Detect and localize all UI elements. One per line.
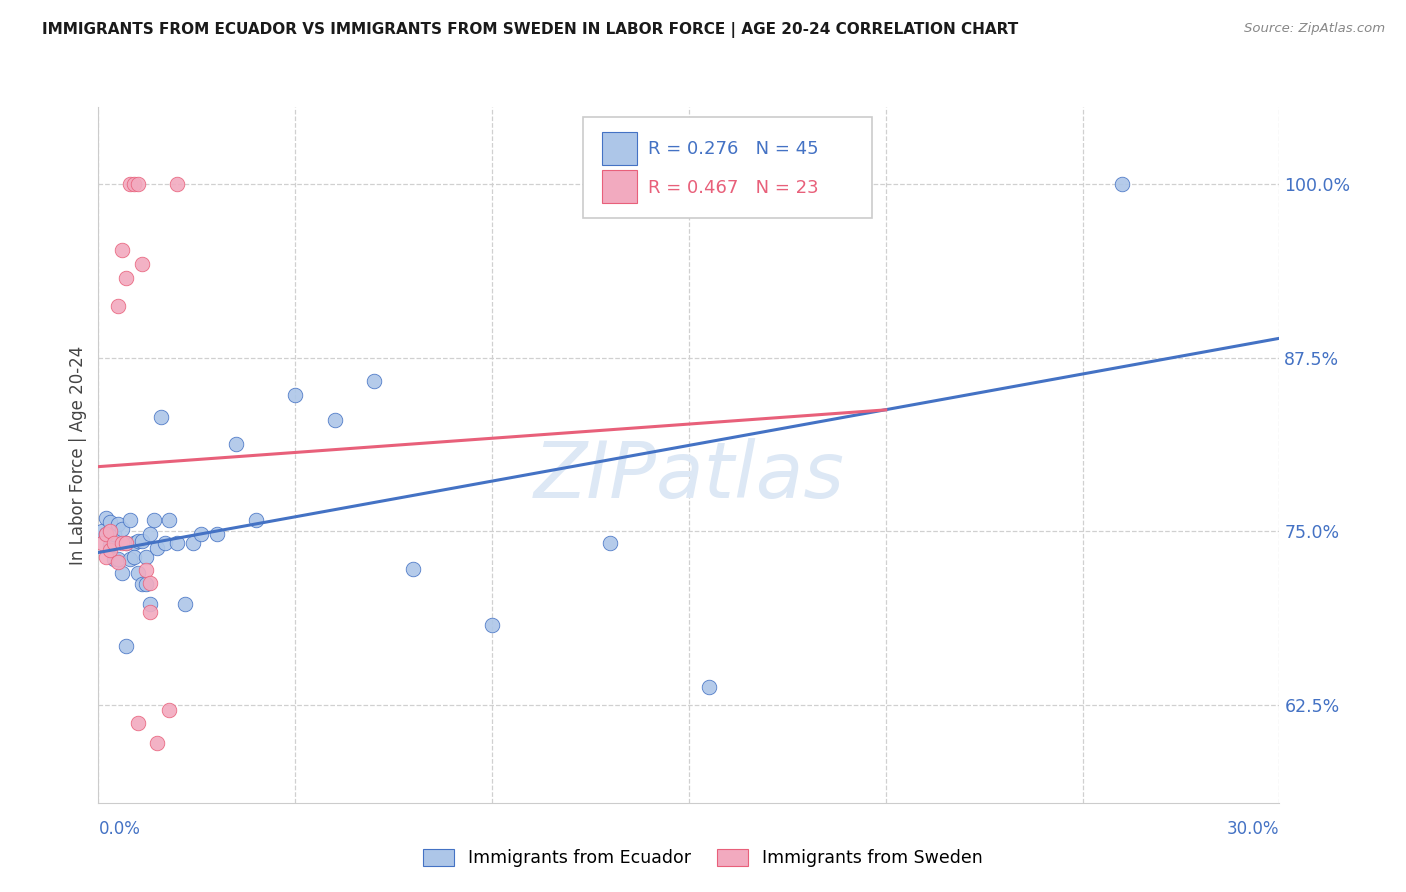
Point	[115, 535, 138, 549]
Point	[111, 535, 134, 549]
Point	[98, 538, 121, 552]
Point	[103, 552, 125, 566]
Point	[157, 702, 180, 716]
Point	[155, 535, 177, 549]
Point	[122, 549, 145, 564]
Point	[107, 555, 129, 569]
Point	[127, 177, 149, 191]
Y-axis label: In Labor Force | Age 20-24: In Labor Force | Age 20-24	[69, 345, 87, 565]
Text: Source: ZipAtlas.com: Source: ZipAtlas.com	[1244, 22, 1385, 36]
Text: ZIPatlas: ZIPatlas	[533, 438, 845, 514]
Point	[115, 271, 138, 285]
Point	[118, 552, 141, 566]
Point	[96, 527, 118, 541]
FancyBboxPatch shape	[602, 132, 637, 165]
Point	[150, 410, 173, 425]
Point	[1111, 177, 1133, 191]
Point	[115, 535, 138, 549]
Point	[599, 535, 621, 549]
Point	[103, 527, 125, 541]
Point	[131, 257, 153, 271]
Point	[166, 177, 188, 191]
Text: 0.0%: 0.0%	[98, 820, 141, 838]
Point	[98, 542, 121, 557]
FancyBboxPatch shape	[582, 118, 872, 219]
Point	[111, 566, 134, 581]
Point	[135, 549, 157, 564]
Point	[96, 527, 118, 541]
Point	[146, 736, 169, 750]
FancyBboxPatch shape	[602, 170, 637, 203]
Point	[166, 535, 188, 549]
Text: R = 0.276   N = 45: R = 0.276 N = 45	[648, 140, 818, 159]
Point	[131, 577, 153, 591]
Point	[91, 524, 114, 539]
Point	[115, 639, 138, 653]
Point	[98, 515, 121, 529]
Text: IMMIGRANTS FROM ECUADOR VS IMMIGRANTS FROM SWEDEN IN LABOR FORCE | AGE 20-24 COR: IMMIGRANTS FROM ECUADOR VS IMMIGRANTS FR…	[42, 22, 1018, 38]
Point	[111, 244, 134, 258]
Point	[142, 513, 165, 527]
Point	[190, 527, 212, 541]
Point	[107, 299, 129, 313]
Point	[96, 549, 118, 564]
Legend: Immigrants from Ecuador, Immigrants from Sweden: Immigrants from Ecuador, Immigrants from…	[416, 842, 990, 874]
Point	[103, 535, 125, 549]
Text: R = 0.467   N = 23: R = 0.467 N = 23	[648, 179, 818, 197]
Point	[107, 517, 129, 532]
Point	[118, 177, 141, 191]
Point	[127, 716, 149, 731]
Point	[205, 527, 228, 541]
Point	[135, 577, 157, 591]
Point	[697, 681, 720, 695]
Point	[127, 534, 149, 549]
Point	[122, 535, 145, 549]
Point	[363, 374, 385, 388]
Point	[127, 566, 149, 581]
Point	[107, 552, 129, 566]
Point	[245, 513, 267, 527]
Text: 30.0%: 30.0%	[1227, 820, 1279, 838]
Point	[91, 535, 114, 549]
Point	[284, 388, 307, 402]
Point	[138, 576, 160, 591]
Point	[98, 524, 121, 539]
Point	[138, 527, 160, 541]
Point	[481, 617, 503, 632]
Point	[146, 541, 169, 556]
Point	[174, 597, 197, 611]
Point	[118, 513, 141, 527]
Point	[402, 562, 425, 576]
Point	[181, 535, 204, 549]
Point	[323, 413, 346, 427]
Point	[111, 522, 134, 536]
Point	[122, 177, 145, 191]
Point	[96, 510, 118, 524]
Point	[138, 597, 160, 611]
Point	[157, 513, 180, 527]
Point	[225, 437, 247, 451]
Point	[131, 534, 153, 549]
Point	[135, 563, 157, 577]
Point	[138, 605, 160, 619]
